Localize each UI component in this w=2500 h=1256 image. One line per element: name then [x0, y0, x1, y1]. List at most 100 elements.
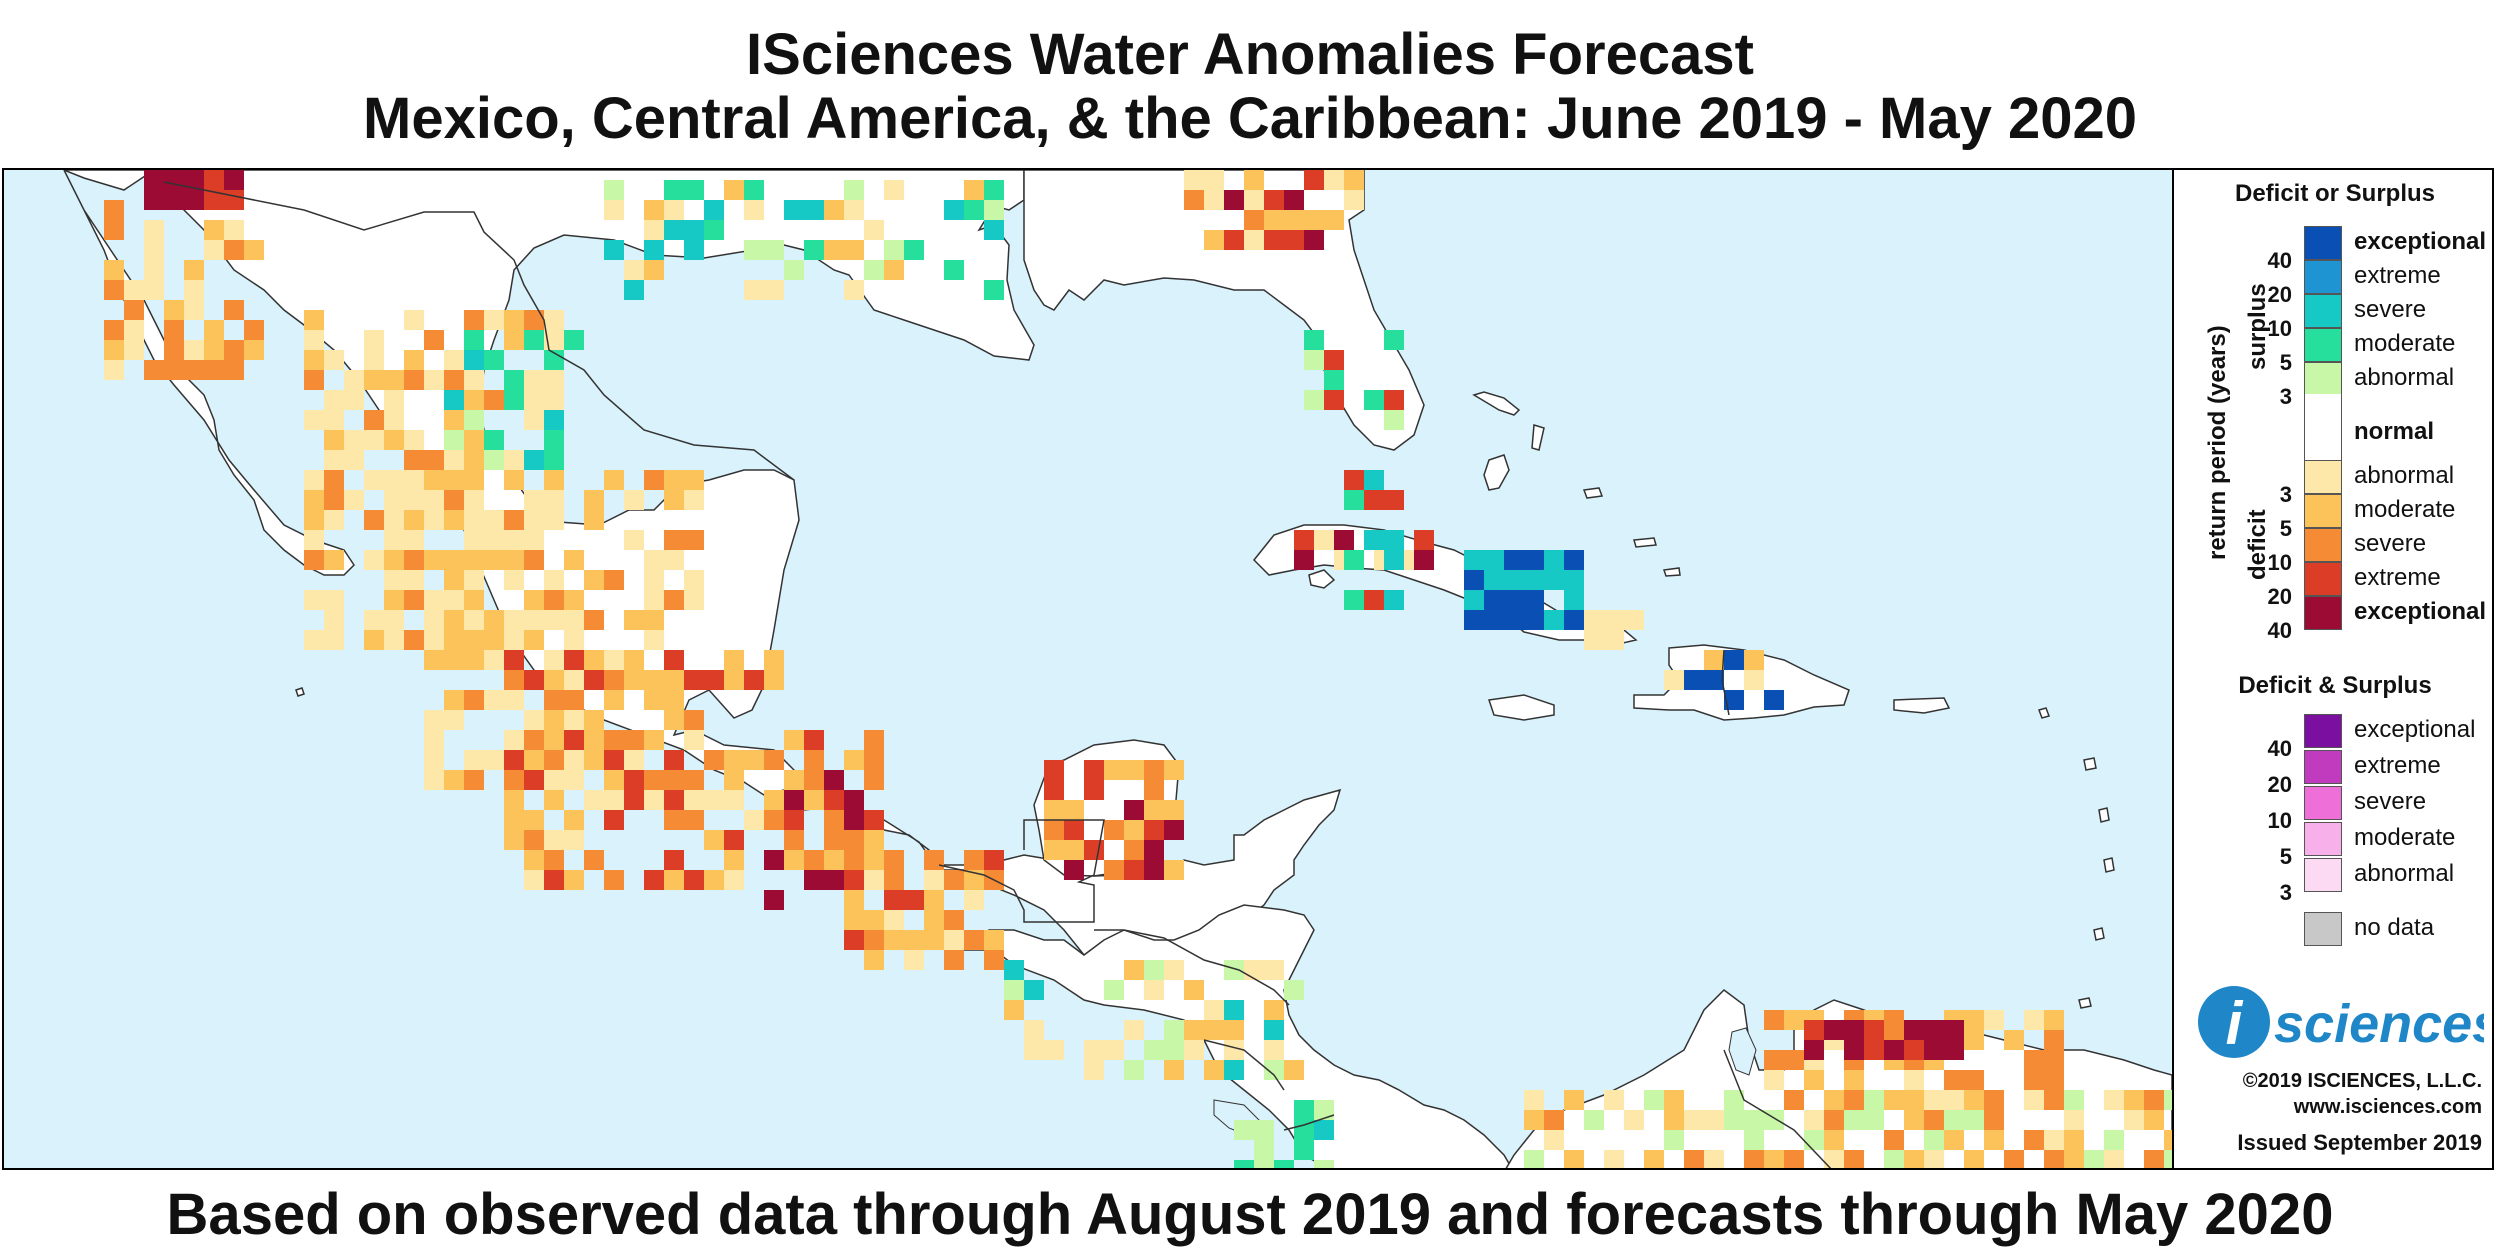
anomaly-cell	[1484, 570, 1504, 590]
anomaly-cell	[1204, 1000, 1224, 1020]
anomaly-cell	[324, 510, 344, 530]
anomaly-cell	[2044, 1070, 2064, 1090]
anomaly-cell	[1384, 590, 1404, 610]
anomaly-cell	[824, 810, 844, 830]
anomaly-cell	[204, 170, 224, 190]
anomaly-cell	[544, 450, 564, 470]
anomaly-cell	[1944, 1070, 1964, 1090]
anomaly-cell	[1884, 1130, 1904, 1150]
anomaly-cell	[104, 340, 124, 360]
isciences-logo[interactable]: i sciences	[2194, 982, 2492, 1062]
anomaly-cell	[524, 870, 544, 890]
anomaly-cell	[724, 830, 744, 850]
bahamas-eleuthera	[1531, 424, 1545, 451]
anomaly-cell	[224, 170, 244, 190]
legend-surplus-label: extreme	[2354, 262, 2441, 289]
anomaly-cell	[524, 810, 544, 830]
anomaly-cell	[1244, 190, 1264, 210]
anomaly-cell	[544, 430, 564, 450]
anomaly-cell	[984, 280, 1004, 300]
legend-deficit-swatch	[2304, 562, 2342, 596]
anomaly-cell	[644, 470, 664, 490]
anomaly-cell	[1304, 390, 1324, 410]
anomaly-cell	[784, 200, 804, 220]
anomaly-cell	[444, 690, 464, 710]
anomaly-cell	[424, 630, 444, 650]
anomaly-cell	[1264, 230, 1284, 250]
anomaly-cell	[484, 630, 504, 650]
anomaly-cell	[2164, 1130, 2172, 1150]
anomaly-cell	[644, 240, 664, 260]
anomaly-cell	[1784, 1150, 1804, 1168]
anomaly-cell	[144, 260, 164, 280]
anomaly-cell	[544, 710, 564, 730]
anomaly-cell	[1274, 1160, 1294, 1168]
anomaly-cell	[664, 710, 684, 730]
anomaly-cell	[524, 830, 544, 850]
anomaly-cell	[164, 190, 184, 210]
anomaly-cell	[1744, 1130, 1764, 1150]
anomaly-cell	[1104, 1040, 1124, 1060]
anomaly-cell	[384, 630, 404, 650]
anomaly-cell	[1704, 670, 1724, 690]
legend-deficit-label: moderate	[2354, 496, 2456, 523]
anomaly-cell	[484, 390, 504, 410]
anomaly-cell	[504, 610, 524, 630]
anomaly-cell	[364, 630, 384, 650]
anomaly-cell	[1764, 1050, 1784, 1070]
anomaly-cell	[1904, 1070, 1924, 1090]
anomaly-cell	[444, 410, 464, 430]
legend-both-threshold: 10	[2267, 808, 2292, 833]
legend-row-no-data: no data	[2174, 912, 2492, 946]
anomaly-cell	[1744, 670, 1764, 690]
anomaly-cell	[1294, 550, 1314, 570]
anomaly-cell	[1864, 1110, 1884, 1130]
anomaly-cell	[1244, 210, 1264, 230]
anomaly-cell	[524, 490, 544, 510]
anomaly-cell	[844, 200, 864, 220]
anomaly-cell	[504, 570, 524, 590]
anomaly-cell	[524, 410, 544, 430]
anomaly-cell	[2004, 1030, 2024, 1050]
legend-both-label: abnormal	[2354, 860, 2455, 887]
anomaly-cell	[564, 590, 584, 610]
anomaly-cell	[1304, 170, 1324, 190]
anomaly-cell	[2064, 1130, 2084, 1150]
website-link[interactable]: www.isciences.com	[2293, 1096, 2482, 1118]
anomaly-cell	[144, 280, 164, 300]
anomaly-cell	[864, 730, 884, 750]
anomaly-cell	[1784, 1050, 1804, 1070]
legend-both-swatch	[2304, 786, 2342, 820]
legend-both-row: severe 10	[2174, 786, 2492, 833]
anomaly-cell	[524, 450, 544, 470]
anomaly-cell	[2064, 1110, 2084, 1130]
anomaly-cell	[524, 710, 544, 730]
anomaly-cell	[544, 390, 564, 410]
anomaly-cell	[244, 340, 264, 360]
anomaly-cell	[444, 470, 464, 490]
anomaly-cell	[624, 770, 644, 790]
anomaly-cell	[1324, 370, 1344, 390]
anomaly-map[interactable]	[4, 170, 2172, 1170]
anomaly-cell	[584, 750, 604, 770]
anomaly-cell	[724, 670, 744, 690]
anomaly-cell	[764, 750, 784, 770]
anomaly-cell	[384, 470, 404, 490]
legend-surplus-label: exceptional	[2354, 228, 2487, 255]
anomaly-cell	[1244, 170, 1264, 190]
anomaly-cell	[444, 370, 464, 390]
anomaly-cell	[604, 240, 624, 260]
anomaly-cell	[124, 300, 144, 320]
legend-deficit-swatch	[2304, 460, 2342, 494]
anomaly-cell	[1234, 1160, 1254, 1168]
anomaly-cell	[484, 510, 504, 530]
anomaly-cell	[684, 730, 704, 750]
anomaly-cell	[544, 510, 564, 530]
anomaly-cell	[1264, 190, 1284, 210]
anomaly-cell	[504, 630, 524, 650]
anomaly-cell	[1384, 330, 1404, 350]
anomaly-cells	[104, 170, 2172, 1168]
anomaly-cell	[444, 570, 464, 590]
anomaly-cell	[1544, 610, 1564, 630]
anomaly-cell	[1234, 1120, 1254, 1140]
